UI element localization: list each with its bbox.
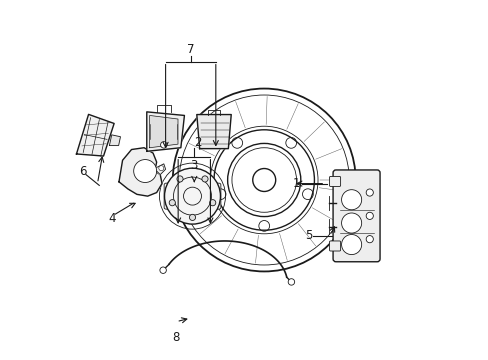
Polygon shape	[149, 116, 178, 148]
Text: 2: 2	[194, 136, 201, 149]
Circle shape	[341, 213, 361, 233]
Text: 4: 4	[108, 212, 115, 225]
Polygon shape	[196, 114, 231, 149]
Circle shape	[287, 279, 294, 285]
Circle shape	[173, 177, 211, 215]
Circle shape	[202, 176, 208, 182]
Circle shape	[341, 190, 361, 210]
FancyBboxPatch shape	[329, 176, 340, 186]
FancyBboxPatch shape	[329, 241, 340, 251]
Circle shape	[366, 189, 372, 196]
Polygon shape	[109, 135, 120, 145]
Circle shape	[341, 234, 361, 255]
Text: 7: 7	[186, 42, 194, 55]
Polygon shape	[76, 114, 114, 156]
Polygon shape	[156, 164, 165, 175]
Circle shape	[177, 176, 183, 182]
Text: 8: 8	[172, 331, 180, 344]
Circle shape	[160, 141, 167, 148]
Polygon shape	[146, 112, 184, 151]
Text: 5: 5	[305, 229, 312, 242]
Text: 3: 3	[190, 159, 198, 172]
Polygon shape	[119, 148, 162, 196]
FancyBboxPatch shape	[332, 170, 379, 262]
Circle shape	[159, 166, 163, 171]
Circle shape	[366, 212, 372, 220]
Text: 6: 6	[79, 165, 87, 177]
Circle shape	[169, 200, 175, 206]
Circle shape	[209, 200, 215, 206]
Circle shape	[133, 159, 156, 183]
Circle shape	[366, 235, 372, 243]
FancyBboxPatch shape	[164, 183, 221, 209]
Text: 1: 1	[292, 177, 300, 190]
Circle shape	[183, 187, 201, 205]
Circle shape	[164, 168, 220, 224]
Circle shape	[189, 214, 195, 220]
Circle shape	[160, 267, 166, 274]
